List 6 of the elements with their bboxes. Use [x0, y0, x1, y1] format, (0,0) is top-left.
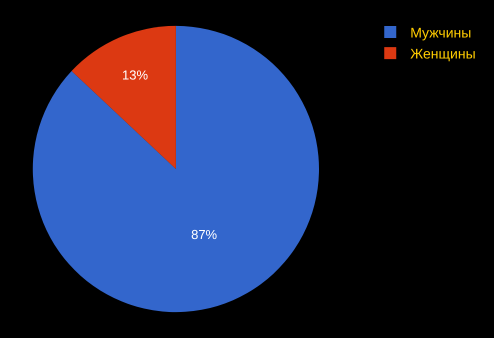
pie-slice	[32, 26, 319, 312]
legend-label: Женщины	[410, 46, 476, 62]
data-label: 13%	[122, 68, 148, 82]
legend-label: Мужчины	[410, 24, 472, 40]
pie-slice	[72, 26, 176, 169]
data-label: 87%	[191, 227, 218, 242]
